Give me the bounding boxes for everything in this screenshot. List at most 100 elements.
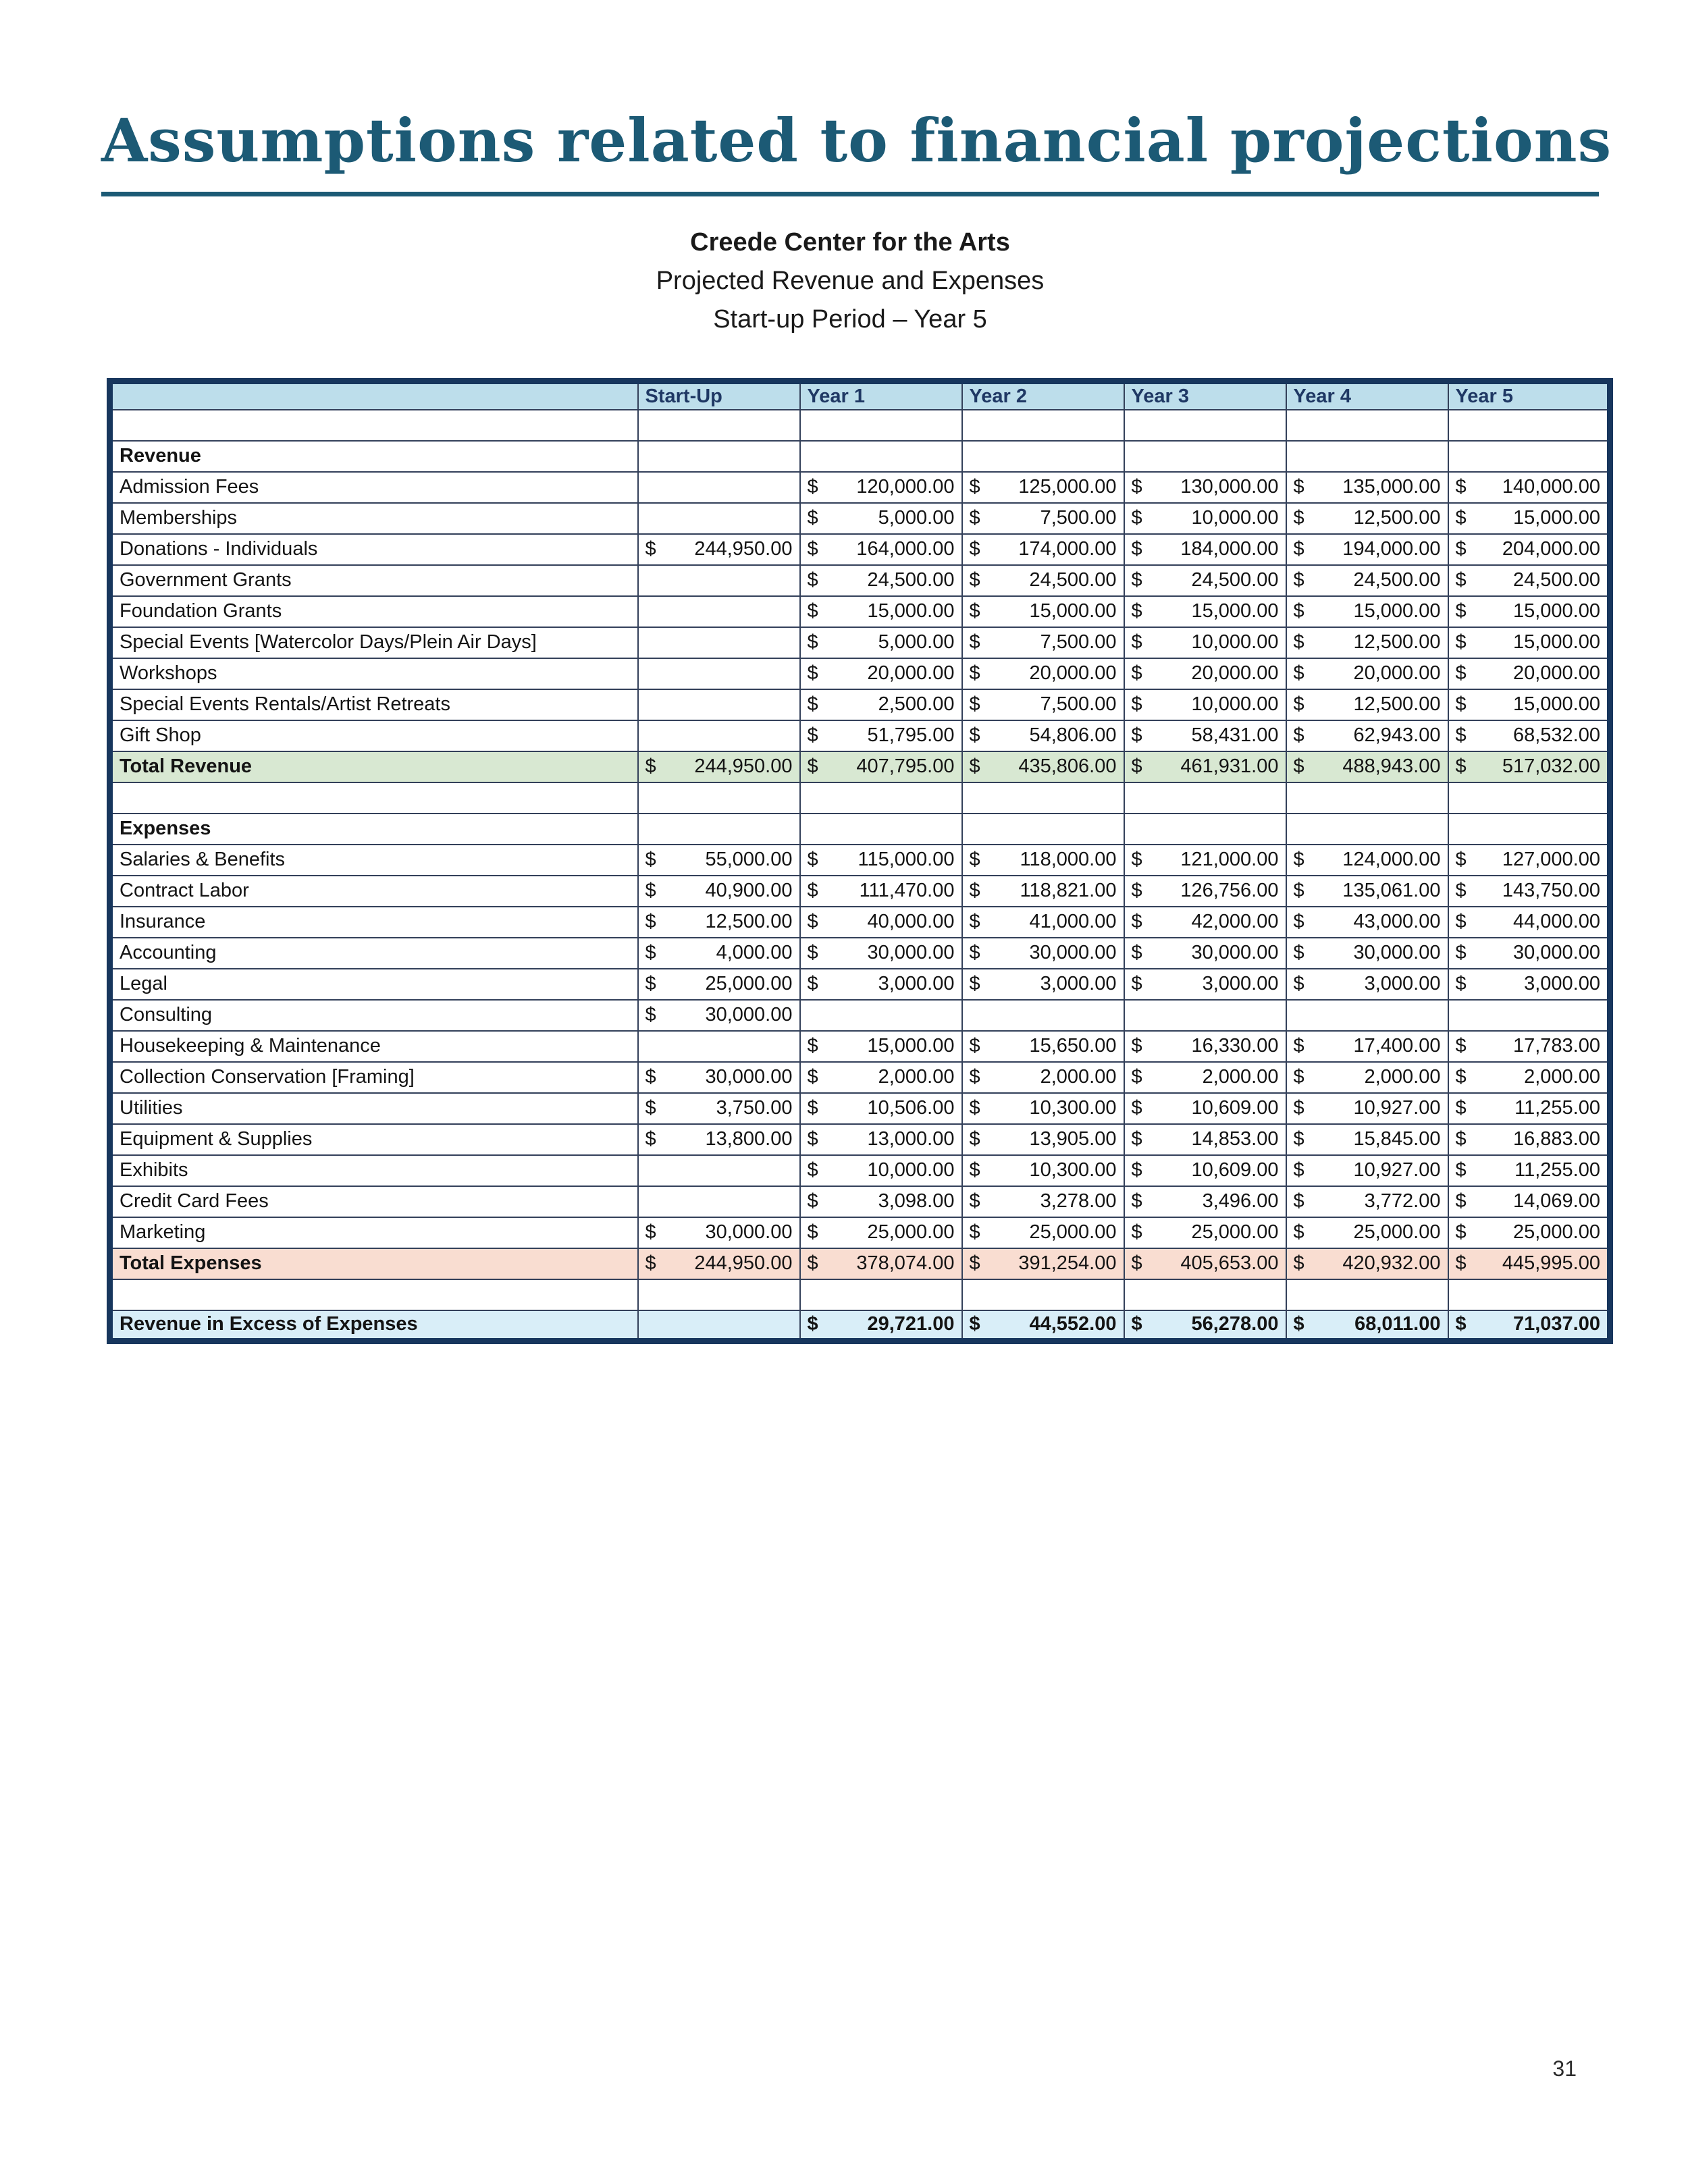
currency-symbol: $ [807,507,818,529]
currency-symbol: $ [1131,880,1142,901]
amount-cell: $124,000.00 [1285,843,1449,876]
amount-value: 4,000.00 [716,942,793,963]
currency-symbol: $ [645,755,656,777]
currency-symbol: $ [1293,662,1304,684]
amount-cell [799,812,963,845]
amount-value: 30,000.00 [1512,942,1600,963]
report-name: Projected Revenue and Expenses [656,267,1045,295]
amount-value: 10,927.00 [1353,1097,1441,1119]
table-row-expenses: Expenses [109,812,1611,845]
currency-symbol: $ [1293,1097,1304,1119]
currency-symbol: $ [1455,1128,1467,1150]
amount-value: 15,000.00 [1512,507,1600,529]
currency-symbol: $ [1455,1066,1467,1088]
currency-symbol: $ [807,569,818,591]
financial-projections-table: Start-Up Year 1 Year 2 Year 3 Year 4 Year 5 Re… [107,378,1613,1344]
amount-cell: $14,853.00 [1123,1123,1287,1156]
currency-symbol: $ [969,600,980,622]
amount-cell [637,812,801,845]
amount-cell: $11,255.00 [1447,1154,1611,1187]
amount-value: 15,000.00 [1512,693,1600,715]
amount-cell: $20,000.00 [1123,657,1287,690]
amount-value: 10,506.00 [867,1097,955,1119]
currency-symbol: $ [807,1159,818,1181]
amount-cell: $30,000.00 [1285,936,1449,969]
table-row-admission-fees: Admission Fees $120,000.00 $125,000.00 $130… [109,471,1611,504]
currency-symbol: $ [1455,1190,1467,1212]
amount-value: 118,000.00 [1020,849,1117,870]
amount-value: 5,000.00 [878,631,955,653]
column-header: Year 1 [799,380,963,410]
currency-symbol: $ [645,1066,656,1088]
amount-cell: $16,883.00 [1447,1123,1611,1156]
currency-symbol: $ [1455,631,1467,653]
amount-value: 16,883.00 [1512,1128,1600,1150]
amount-value: 68,532.00 [1512,724,1600,746]
table-row-government-grants: Government Grants $24,500.00 $24,500.00 $24… [109,564,1611,597]
currency-symbol: $ [969,1159,980,1181]
amount-cell: $405,653.00 [1123,1247,1287,1280]
table-row-memberships: Memberships $5,000.00 $7,500.00 $10,000.00 $… [109,502,1611,535]
currency-symbol: $ [1131,1313,1142,1335]
amount-value: 3,278.00 [1040,1190,1117,1212]
amount-cell [1447,408,1611,442]
currency-symbol: $ [969,662,980,684]
row-label [109,408,639,442]
amount-value: 135,061.00 [1342,880,1441,901]
currency-symbol: $ [969,1097,980,1119]
amount-cell [1123,998,1287,1032]
currency-symbol: $ [1293,911,1304,932]
table-row-insurance: Insurance $12,500.00 $40,000.00 $41,000.00 $… [109,905,1611,938]
row-label: Insurance [109,905,639,938]
amount-cell: $41,000.00 [961,905,1125,938]
amount-value: 15,650.00 [1029,1035,1117,1057]
currency-symbol: $ [1293,1313,1304,1335]
amount-value: 20,000.00 [1029,662,1117,684]
currency-symbol: $ [807,1252,818,1274]
currency-symbol: $ [1131,973,1142,994]
amount-cell: $14,069.00 [1447,1185,1611,1218]
amount-cell: $24,500.00 [1447,564,1611,597]
amount-value: 126,756.00 [1180,880,1279,901]
currency-symbol: $ [807,538,818,560]
amount-value: 24,500.00 [1512,569,1600,591]
report-period: Start-up Period – Year 5 [713,305,987,334]
currency-symbol: $ [1131,1066,1142,1088]
amount-cell [1123,812,1287,845]
currency-symbol: $ [1131,1190,1142,1212]
amount-cell: $164,000.00 [799,533,963,566]
amount-cell: $118,000.00 [961,843,1125,876]
currency-symbol: $ [969,1035,980,1057]
amount-cell: $130,000.00 [1123,471,1287,504]
amount-value: 7,500.00 [1040,631,1117,653]
amount-cell: $204,000.00 [1447,533,1611,566]
amount-value: 3,750.00 [716,1097,793,1119]
row-label [109,781,639,814]
currency-symbol: $ [1131,631,1142,653]
amount-value: 204,000.00 [1502,538,1600,560]
currency-symbol: $ [807,973,818,994]
amount-cell: $244,950.00 [637,750,801,783]
amount-value: 11,255.00 [1514,1097,1600,1119]
currency-symbol: $ [1455,693,1467,715]
currency-symbol: $ [1293,1128,1304,1150]
currency-symbol: $ [1293,1066,1304,1088]
amount-value: 20,000.00 [1353,662,1441,684]
row-label: Consulting [109,998,639,1032]
currency-symbol: $ [1455,911,1467,932]
currency-symbol: $ [807,1066,818,1088]
amount-cell: $2,500.00 [799,688,963,721]
amount-value: 420,932.00 [1342,1252,1441,1274]
amount-value: 164,000.00 [856,538,955,560]
row-label: Contract Labor [109,874,639,907]
row-label: Special Events [Watercolor Days/Plein Ai… [109,626,639,659]
currency-symbol: $ [1293,755,1304,777]
amount-cell: $15,000.00 [1447,688,1611,721]
amount-cell: $111,470.00 [799,874,963,907]
amount-cell: $10,000.00 [1123,626,1287,659]
amount-cell: $126,756.00 [1123,874,1287,907]
amount-cell: $10,000.00 [799,1154,963,1187]
amount-cell: $3,496.00 [1123,1185,1287,1218]
amount-cell: $15,000.00 [799,595,963,628]
amount-cell: $3,000.00 [961,967,1125,1001]
